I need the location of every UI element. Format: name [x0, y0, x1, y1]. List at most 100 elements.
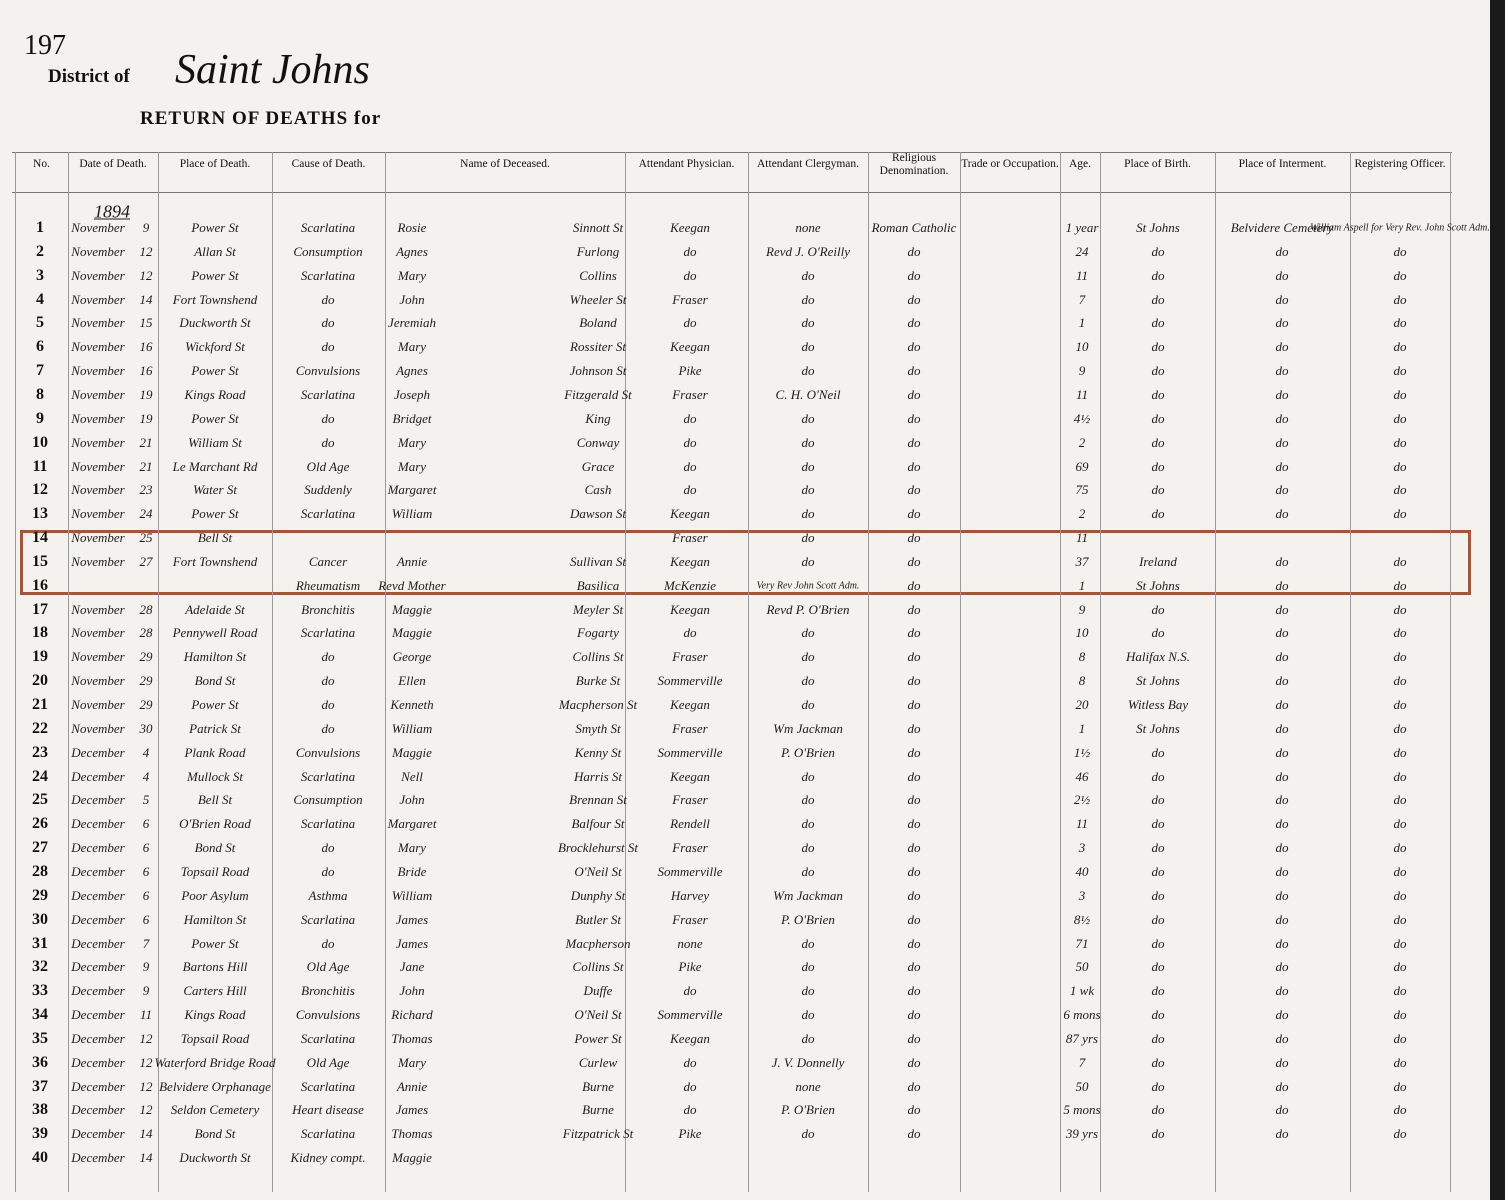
cell: do [321, 840, 335, 856]
cell: William [391, 720, 433, 736]
cell: Jane [399, 959, 425, 975]
cell: Wm Jackman [773, 887, 843, 903]
cell: do [801, 649, 815, 665]
row-number: 2 [36, 242, 44, 260]
cell: Mary [397, 267, 427, 283]
column-rule [15, 152, 16, 1192]
cell: 8½ [1073, 911, 1091, 927]
row-number: 4 [36, 290, 44, 308]
cell: December [71, 1030, 125, 1046]
cell: do [1151, 863, 1165, 879]
cell: do [683, 410, 697, 426]
cell: do [907, 768, 921, 784]
cell: 10 [1075, 339, 1089, 355]
cell: none [795, 1078, 821, 1094]
column-header: Date of Death. [79, 158, 147, 171]
cell: Mary [397, 1054, 427, 1070]
cell: do [321, 410, 335, 426]
cell: Convulsions [295, 744, 361, 760]
cell: do [907, 458, 921, 474]
cell: do [1151, 458, 1165, 474]
cell: Scarlatina [300, 1126, 356, 1142]
cell: Power St [191, 410, 239, 426]
cell: Topsail Road [180, 863, 250, 879]
cell: 1 [1078, 315, 1086, 331]
cell: do [321, 697, 335, 712]
cell: Sullivan St [570, 553, 626, 569]
cell: do [321, 434, 335, 450]
cell: do [801, 434, 815, 450]
row-number: 32 [32, 958, 48, 976]
cell: do [1151, 315, 1165, 331]
cell: do [801, 1126, 815, 1142]
cell: O'Brien Road [179, 816, 251, 832]
cell: do [1275, 816, 1289, 832]
cell: do [1275, 243, 1289, 259]
cell: do [1151, 840, 1165, 856]
cell: do [1151, 339, 1165, 355]
cell: Kenny St [574, 744, 622, 760]
cell: December [71, 1102, 125, 1118]
cell: 12 [139, 1102, 153, 1118]
cell: November [71, 673, 125, 689]
cell: do [907, 553, 921, 569]
cell: John [399, 983, 425, 999]
cell: do [801, 363, 815, 379]
cell: Smyth St [575, 720, 621, 736]
cell: Power St [191, 267, 239, 283]
cell: O'Neil St [574, 1007, 622, 1023]
column-rule [960, 152, 961, 1192]
cell: do [907, 530, 921, 546]
cell: November [71, 649, 125, 665]
cell: James [395, 935, 429, 951]
cell: Burne [582, 1102, 614, 1118]
cell: Belvidere Orphanage [159, 1078, 271, 1094]
cell: Scarlatina [300, 1030, 356, 1046]
cell: do [321, 291, 335, 307]
column-header: Name of Deceased. [460, 158, 550, 171]
row-number: 23 [32, 743, 48, 761]
cell: Duckworth St [179, 1150, 251, 1166]
cell: do [907, 649, 921, 665]
cell: do [1275, 458, 1289, 474]
cell: do [1393, 458, 1407, 474]
cell: Mary [397, 434, 427, 450]
cell: 2 [1078, 434, 1086, 450]
cell: do [801, 673, 815, 689]
cell: do [801, 863, 815, 879]
cell: Plank Road [184, 744, 246, 760]
cell: Jeremiah [388, 315, 436, 331]
cell: do [321, 649, 335, 665]
cell: do [1393, 386, 1407, 402]
cell: 7 [1078, 291, 1086, 307]
cell: Power St [191, 506, 239, 522]
cell: Ellen [398, 673, 426, 689]
row-number: 6 [36, 338, 44, 356]
cell: do [907, 983, 921, 999]
cell: 12 [139, 1078, 153, 1094]
cell: Agnes [396, 243, 428, 259]
cell: do [1151, 601, 1165, 617]
cell: do [683, 243, 697, 259]
cell: do [1275, 959, 1289, 975]
cell: 14 [139, 291, 153, 307]
column-header: No. [33, 158, 50, 171]
cell: 9 [142, 983, 150, 999]
cell: Meyler St [572, 601, 624, 617]
cell: Hamilton St [183, 911, 247, 927]
row-number: 33 [32, 982, 48, 1000]
cell: Sommerville [657, 744, 723, 760]
cell: do [1393, 792, 1407, 808]
cell: Fraser [672, 530, 708, 546]
cell: do [1275, 386, 1289, 402]
row-number: 5 [36, 314, 44, 332]
cell: Roman Catholic [871, 220, 957, 235]
cell: do [1393, 1126, 1407, 1142]
column-rule [158, 152, 159, 1192]
cell: Burke St [575, 673, 621, 689]
cell: St Johns [1136, 220, 1180, 235]
cell: Old Age [306, 959, 350, 975]
column-rule [1350, 152, 1351, 1192]
cell: Waterford Bridge Road [154, 1054, 276, 1070]
cell: do [801, 339, 815, 355]
